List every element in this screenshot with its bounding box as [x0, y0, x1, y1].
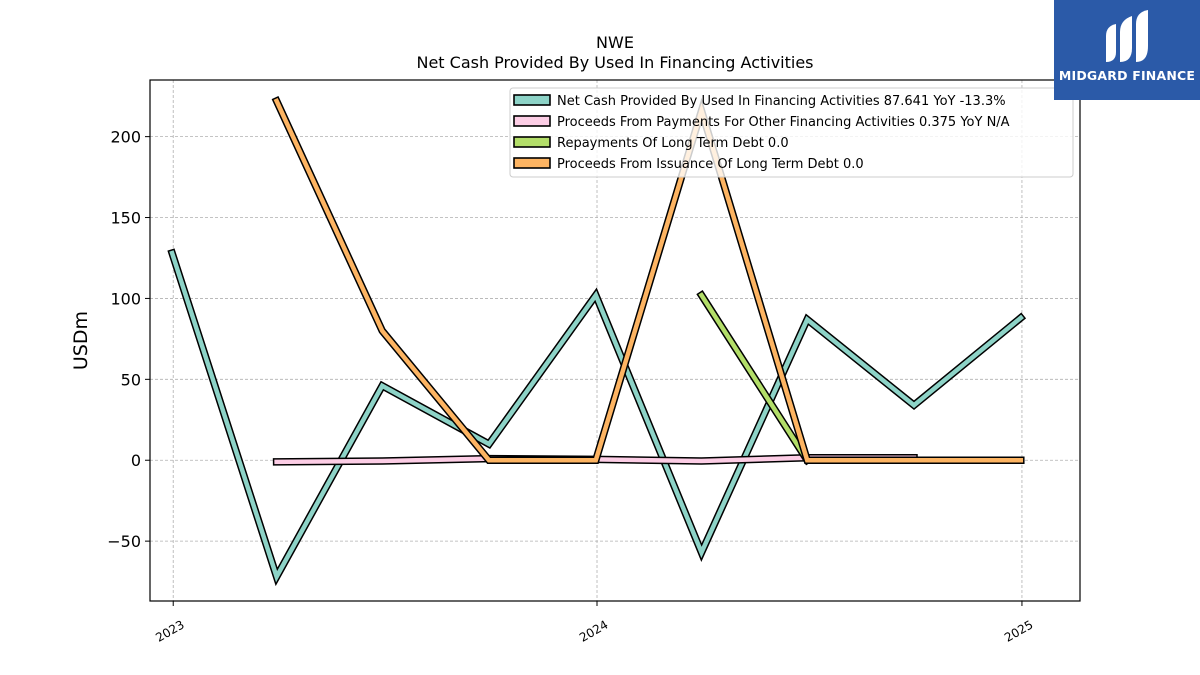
y-tick-label: 100	[110, 289, 141, 308]
legend-box	[509, 87, 1074, 178]
x-tick-label: 2024	[577, 617, 610, 644]
series-0-line	[169, 250, 1024, 583]
chart-subtitle: Net Cash Provided By Used In Financing A…	[416, 53, 813, 72]
legend-label-2: Repayments Of Long Term Debt 0.0	[557, 136, 789, 151]
midgard-logo-icon	[1106, 10, 1148, 62]
chart-title: NWE	[596, 33, 634, 52]
y-tick-label: 150	[110, 209, 141, 228]
y-tick-label: 50	[121, 370, 141, 389]
legend-label-3: Proceeds From Issuance Of Long Term Debt…	[557, 157, 864, 172]
legend-label-1: Proceeds From Payments For Other Financi…	[557, 115, 1010, 130]
axes-frame	[149, 79, 1081, 602]
x-tick-label: 2025	[1002, 617, 1035, 644]
series-3-line	[273, 98, 1024, 463]
series-2-line	[698, 292, 811, 464]
legend-swatch-2	[513, 136, 551, 148]
y-axis-label: USDm	[70, 311, 92, 370]
legend-swatch-1	[513, 115, 551, 127]
x-tick-label: 2023	[153, 617, 186, 644]
legend-swatch-0	[513, 94, 551, 106]
logo-text: MIDGARD FINANCE	[1058, 68, 1196, 83]
y-tick-label: −50	[107, 532, 141, 551]
y-tick-label: 0	[131, 451, 141, 470]
midgard-finance-logo: MIDGARD FINANCE	[1054, 0, 1200, 100]
legend-label-0: Net Cash Provided By Used In Financing A…	[557, 94, 1006, 109]
legend-swatch-3	[513, 157, 551, 169]
y-tick-label: 200	[110, 128, 141, 147]
